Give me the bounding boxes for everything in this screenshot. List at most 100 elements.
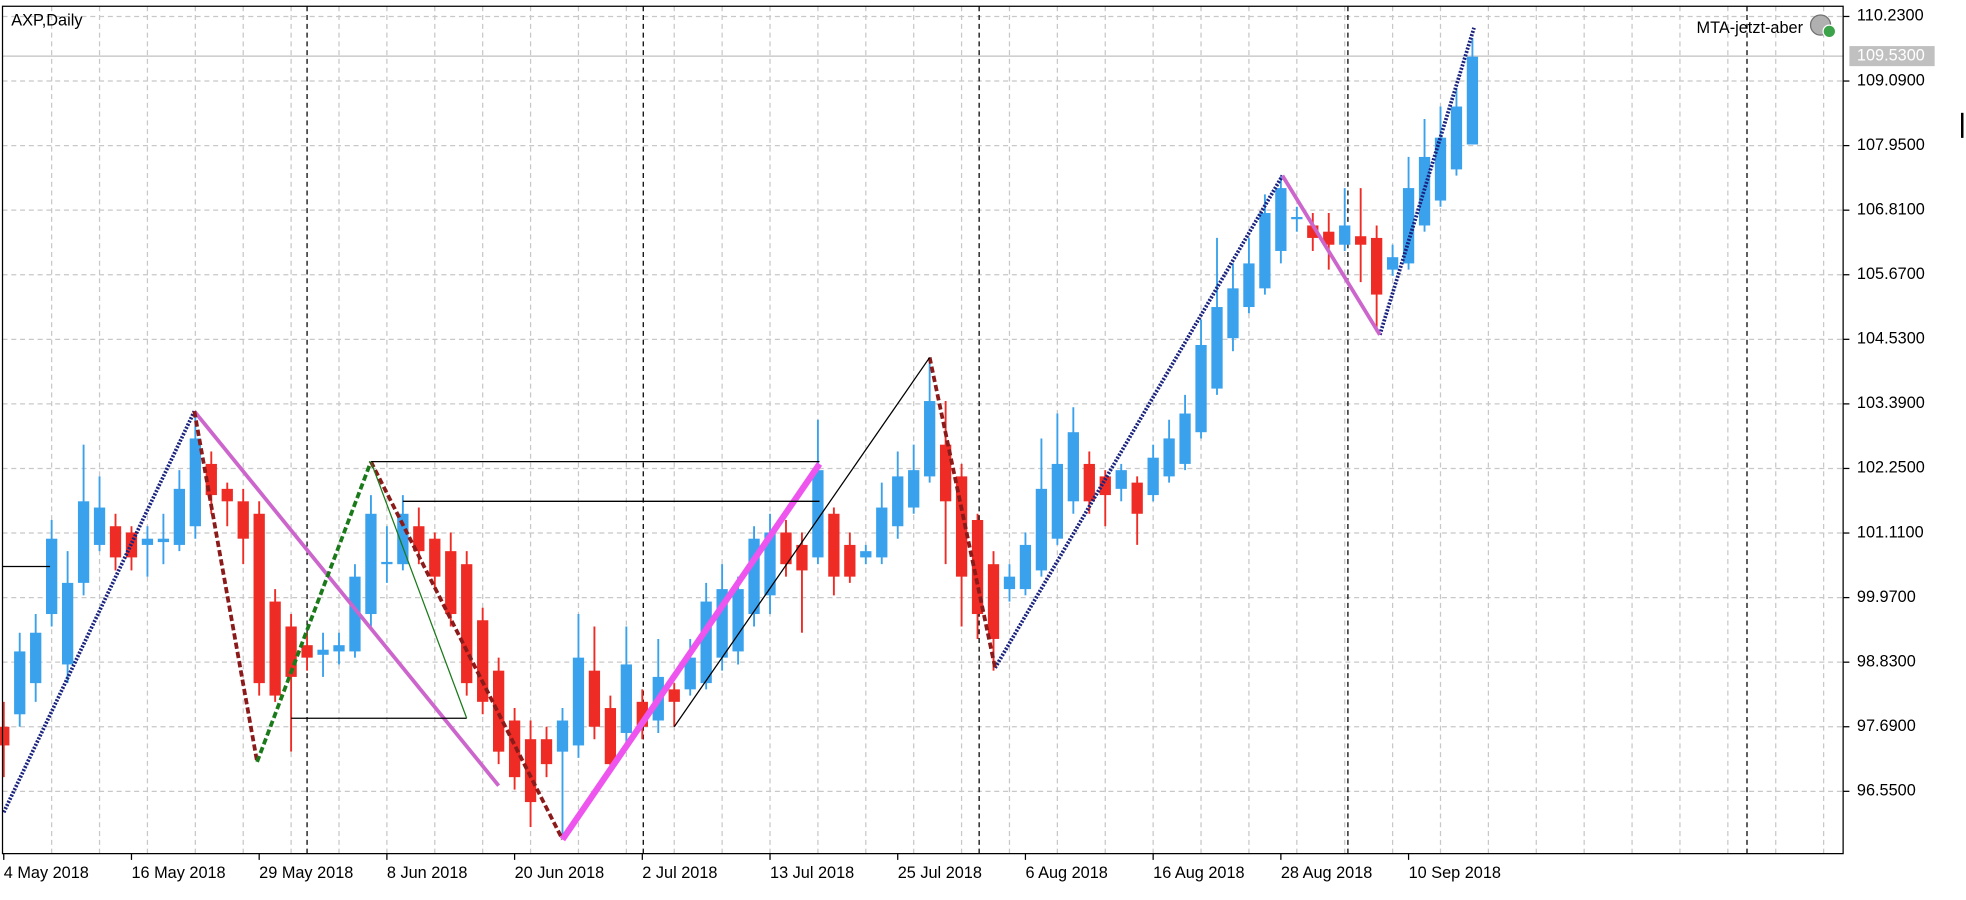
y-tick-label: 110.2300 [1857,7,1924,25]
overlay-line [1280,174,1382,336]
candle-body [1402,188,1415,264]
candle-body [908,470,920,508]
candle-body [1339,225,1351,245]
x-tick-label: 16 May 2018 [131,864,225,882]
candle-body [1195,344,1207,433]
chart-title: AXP,Daily [11,12,83,30]
candle-body [684,657,696,690]
x-tick-label: 10 Sep 2018 [1409,864,1501,882]
candle-body [1147,457,1159,496]
candle-body [764,532,776,596]
y-tick-label: 104.5300 [1857,330,1925,348]
candle-body [620,664,632,733]
candle-body [572,657,585,746]
x-tick-label: 2 Jul 2018 [642,864,717,882]
overlay-line [673,357,931,728]
x-tick-label: 29 May 2018 [259,864,353,882]
overlay-line [993,174,1285,669]
candle-body [1051,463,1064,539]
overlay-line [559,462,823,842]
candle-body [221,488,233,502]
x-tick-label: 13 Jul 2018 [770,864,854,882]
candle-body [828,513,840,577]
candle-body [1227,288,1239,339]
candle-body [61,582,74,665]
candle-body [445,551,457,615]
candle-body [716,589,728,658]
candle-body [1275,188,1287,251]
candle-body [1003,576,1016,590]
x-tick-label: 20 Jun 2018 [515,864,605,882]
candle-body [1355,236,1367,245]
candle-body [77,501,90,583]
overlay-line [370,461,468,719]
candle-body [1099,476,1111,496]
candle-body [93,507,106,545]
candle-body [1179,413,1191,464]
candle-body [700,601,712,684]
candle-body [237,501,249,539]
candle-body [1067,432,1079,502]
candle-body [0,726,10,746]
y-tick-label: 109.0900 [1857,71,1925,89]
candle-body [1243,263,1255,308]
candle-body [1019,544,1032,590]
plot-frame [1,5,1844,855]
candle-body [285,626,297,677]
candle-body [668,689,680,702]
overlay-line [192,410,501,787]
candle-body [492,670,505,752]
y-tick-label: 96.5500 [1857,782,1916,800]
candle-body [732,589,744,652]
x-tick-label: 16 Aug 2018 [1153,864,1244,882]
candle-body [253,513,265,684]
y-tick-label: 99.9700 [1857,588,1916,606]
overlay-line [2,410,197,814]
candle-body [365,513,377,615]
plot-layer [0,6,1844,854]
candle-body [397,513,409,565]
y-tick-label: 107.9500 [1857,136,1925,154]
candle-body [636,701,648,727]
candle-body [987,564,1000,639]
candle-body [157,538,170,543]
candle-body [269,601,281,696]
candle-body [429,538,441,577]
y-tick-label: 103.3900 [1857,394,1925,412]
y-tick-label: 102.2500 [1857,459,1925,477]
current-price-label: 109.5300 [1857,46,1925,64]
candle-body [1115,470,1127,489]
candle-body [14,651,26,715]
y-tick-label: 97.6900 [1857,717,1916,735]
candle-body [540,739,553,765]
candle-body [1386,257,1399,270]
candle-body [1466,56,1479,145]
overlay-line [192,410,259,763]
candle-body [1434,137,1447,201]
candle-body [780,532,792,565]
candle-body [173,488,186,545]
candle-body [939,444,952,502]
candle-body [333,645,345,652]
current-price-box [1849,46,1935,67]
candle-body [588,670,601,727]
candle-body [1323,231,1335,245]
candle-body [109,526,122,558]
y-tick-label: 106.8100 [1857,200,1925,218]
candle-body [461,564,473,684]
candle-body [1083,463,1095,502]
candle-body [1211,307,1223,389]
candle-body [301,645,313,658]
y-tick-label: 98.8300 [1857,652,1916,670]
overlay-line [1378,27,1476,336]
candle-body [317,649,329,655]
candle-body [381,561,393,565]
candle-body [205,463,217,496]
candle-body [1131,482,1143,514]
indicator-label: MTA-jetzt-aber [1697,19,1804,37]
icon-badge [1822,24,1837,39]
candle-body [812,470,824,558]
candle-body [189,438,201,527]
